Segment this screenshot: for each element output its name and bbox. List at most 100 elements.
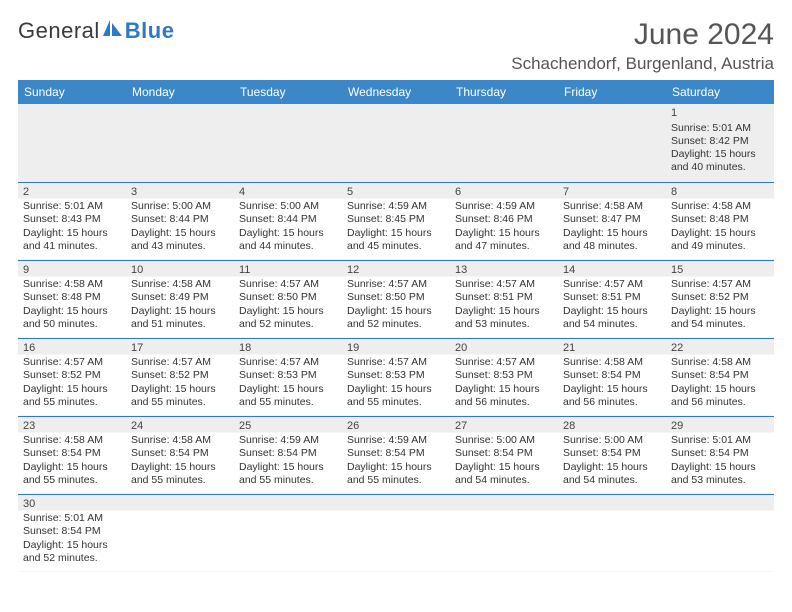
day-detail-line: Sunrise: 5:00 AM: [563, 434, 661, 447]
day-detail-line: Sunset: 8:54 PM: [23, 447, 121, 460]
day-number: 6: [455, 186, 553, 200]
day-detail-line: Sunset: 8:51 PM: [563, 291, 661, 304]
day-detail-line: Daylight: 15 hours and 54 minutes.: [455, 461, 553, 487]
day-detail-line: Sunrise: 4:57 AM: [347, 356, 445, 369]
day-detail-line: Sunset: 8:53 PM: [347, 369, 445, 382]
weekday-header: Friday: [558, 80, 666, 104]
day-detail-line: Sunrise: 5:01 AM: [23, 200, 121, 213]
weekday-header: Wednesday: [342, 80, 450, 104]
day-detail-line: Sunset: 8:42 PM: [671, 135, 769, 148]
day-detail-line: Sunrise: 5:01 AM: [671, 122, 769, 135]
day-detail-line: Sunset: 8:44 PM: [131, 213, 229, 226]
calendar-row: 9Sunrise: 4:58 AMSunset: 8:48 PMDaylight…: [18, 260, 774, 338]
calendar-cell: [666, 494, 774, 572]
day-detail-line: Daylight: 15 hours and 40 minutes.: [671, 148, 769, 174]
day-detail-line: Daylight: 15 hours and 55 minutes.: [131, 461, 229, 487]
day-detail-line: Daylight: 15 hours and 52 minutes.: [239, 305, 337, 331]
calendar-cell: [450, 104, 558, 182]
day-detail-line: Sunrise: 4:57 AM: [239, 278, 337, 291]
calendar-cell: 27Sunrise: 5:00 AMSunset: 8:54 PMDayligh…: [450, 416, 558, 494]
calendar-cell: 17Sunrise: 4:57 AMSunset: 8:52 PMDayligh…: [126, 338, 234, 416]
day-number: 10: [131, 264, 229, 278]
day-detail-line: Sunset: 8:43 PM: [23, 213, 121, 226]
calendar-row: 2Sunrise: 5:01 AMSunset: 8:43 PMDaylight…: [18, 182, 774, 260]
calendar-cell: 23Sunrise: 4:58 AMSunset: 8:54 PMDayligh…: [18, 416, 126, 494]
calendar-cell: [558, 494, 666, 572]
calendar-body: 1Sunrise: 5:01 AMSunset: 8:42 PMDaylight…: [18, 104, 774, 572]
calendar-cell: 26Sunrise: 4:59 AMSunset: 8:54 PMDayligh…: [342, 416, 450, 494]
calendar-row: 30Sunrise: 5:01 AMSunset: 8:54 PMDayligh…: [18, 494, 774, 572]
calendar-cell: 3Sunrise: 5:00 AMSunset: 8:44 PMDaylight…: [126, 182, 234, 260]
day-detail-line: Sunrise: 4:58 AM: [131, 434, 229, 447]
day-detail-line: Daylight: 15 hours and 54 minutes.: [563, 305, 661, 331]
day-detail-line: Sunset: 8:54 PM: [239, 447, 337, 460]
day-number: 9: [23, 264, 121, 278]
day-detail-line: Sunset: 8:45 PM: [347, 213, 445, 226]
day-detail-line: Daylight: 15 hours and 56 minutes.: [455, 383, 553, 409]
calendar-cell: 30Sunrise: 5:01 AMSunset: 8:54 PMDayligh…: [18, 494, 126, 572]
day-detail-line: Sunset: 8:52 PM: [23, 369, 121, 382]
calendar-table: Sunday Monday Tuesday Wednesday Thursday…: [18, 80, 774, 572]
day-detail-line: Sunrise: 4:57 AM: [455, 356, 553, 369]
calendar-cell: [342, 104, 450, 182]
calendar-cell: 1Sunrise: 5:01 AMSunset: 8:42 PMDaylight…: [666, 104, 774, 182]
calendar-cell: 16Sunrise: 4:57 AMSunset: 8:52 PMDayligh…: [18, 338, 126, 416]
day-detail-line: Sunrise: 4:57 AM: [23, 356, 121, 369]
day-detail-line: Sunrise: 4:59 AM: [347, 200, 445, 213]
day-detail-line: Sunset: 8:48 PM: [671, 213, 769, 226]
day-detail-line: Daylight: 15 hours and 47 minutes.: [455, 227, 553, 253]
calendar-cell: [126, 494, 234, 572]
day-number: 17: [131, 342, 229, 356]
page-header: General Blue June 2024 Schachendorf, Bur…: [18, 18, 774, 74]
day-number: 27: [455, 420, 553, 434]
day-detail-line: Daylight: 15 hours and 54 minutes.: [671, 305, 769, 331]
day-detail-line: Sunset: 8:54 PM: [563, 369, 661, 382]
day-detail-line: Sunrise: 4:57 AM: [239, 356, 337, 369]
day-detail-line: Daylight: 15 hours and 53 minutes.: [455, 305, 553, 331]
calendar-cell: [18, 104, 126, 182]
calendar-cell: 6Sunrise: 4:59 AMSunset: 8:46 PMDaylight…: [450, 182, 558, 260]
day-number: 15: [671, 264, 769, 278]
day-detail-line: Sunset: 8:53 PM: [455, 369, 553, 382]
day-number: 22: [671, 342, 769, 356]
day-detail-line: Sunset: 8:54 PM: [671, 447, 769, 460]
month-title: June 2024: [511, 18, 774, 52]
day-number: 14: [563, 264, 661, 278]
title-block: June 2024 Schachendorf, Burgenland, Aust…: [511, 18, 774, 74]
calendar-cell: 8Sunrise: 4:58 AMSunset: 8:48 PMDaylight…: [666, 182, 774, 260]
day-detail-line: Sunset: 8:52 PM: [131, 369, 229, 382]
day-detail-line: Daylight: 15 hours and 55 minutes.: [239, 383, 337, 409]
day-number: 30: [23, 498, 121, 512]
calendar-cell: 29Sunrise: 5:01 AMSunset: 8:54 PMDayligh…: [666, 416, 774, 494]
day-detail-line: Sunset: 8:53 PM: [239, 369, 337, 382]
calendar-cell: 4Sunrise: 5:00 AMSunset: 8:44 PMDaylight…: [234, 182, 342, 260]
day-detail-line: Daylight: 15 hours and 43 minutes.: [131, 227, 229, 253]
day-detail-line: Daylight: 15 hours and 54 minutes.: [563, 461, 661, 487]
day-detail-line: Sunrise: 4:59 AM: [347, 434, 445, 447]
calendar-cell: 13Sunrise: 4:57 AMSunset: 8:51 PMDayligh…: [450, 260, 558, 338]
day-number: 13: [455, 264, 553, 278]
day-detail-line: Sunrise: 4:58 AM: [671, 356, 769, 369]
day-detail-line: Sunrise: 4:58 AM: [563, 356, 661, 369]
day-detail-line: Sunset: 8:54 PM: [347, 447, 445, 460]
calendar-cell: 15Sunrise: 4:57 AMSunset: 8:52 PMDayligh…: [666, 260, 774, 338]
day-detail-line: Sunrise: 5:01 AM: [23, 512, 121, 525]
day-detail-line: Daylight: 15 hours and 55 minutes.: [23, 383, 121, 409]
day-number: 20: [455, 342, 553, 356]
day-detail-line: Daylight: 15 hours and 55 minutes.: [23, 461, 121, 487]
day-number: 25: [239, 420, 337, 434]
calendar-cell: 28Sunrise: 5:00 AMSunset: 8:54 PMDayligh…: [558, 416, 666, 494]
day-number: 19: [347, 342, 445, 356]
day-detail-line: Sunrise: 4:57 AM: [131, 356, 229, 369]
day-number: 23: [23, 420, 121, 434]
calendar-cell: 5Sunrise: 4:59 AMSunset: 8:45 PMDaylight…: [342, 182, 450, 260]
day-detail-line: Sunset: 8:54 PM: [671, 369, 769, 382]
calendar-cell: 25Sunrise: 4:59 AMSunset: 8:54 PMDayligh…: [234, 416, 342, 494]
weekday-header: Monday: [126, 80, 234, 104]
day-detail-line: Daylight: 15 hours and 55 minutes.: [239, 461, 337, 487]
calendar-row: 23Sunrise: 4:58 AMSunset: 8:54 PMDayligh…: [18, 416, 774, 494]
calendar-cell: [342, 494, 450, 572]
calendar-cell: 14Sunrise: 4:57 AMSunset: 8:51 PMDayligh…: [558, 260, 666, 338]
day-detail-line: Daylight: 15 hours and 49 minutes.: [671, 227, 769, 253]
day-detail-line: Daylight: 15 hours and 56 minutes.: [671, 383, 769, 409]
